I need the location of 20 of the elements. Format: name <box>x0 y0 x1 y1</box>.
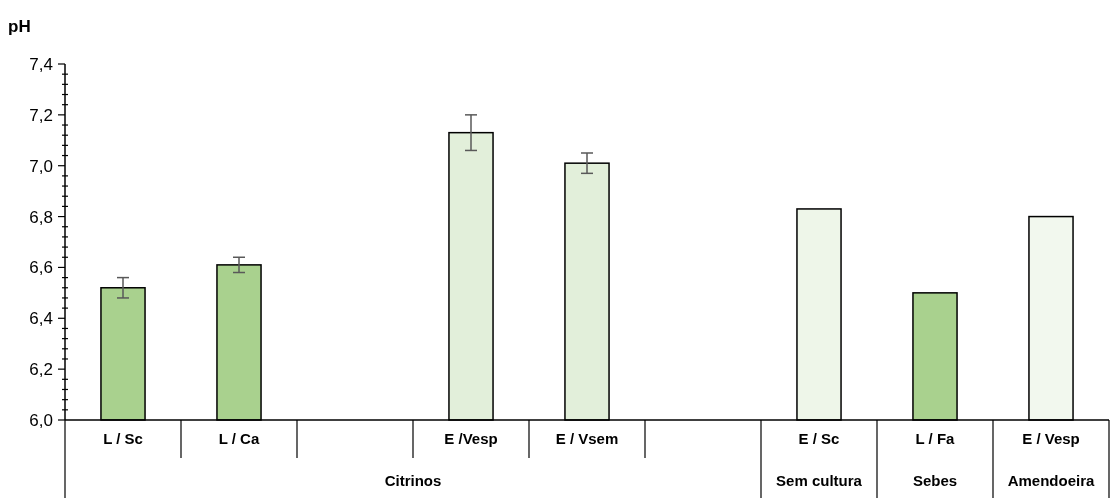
y-tick-label: 6,0 <box>29 410 53 430</box>
x-tick-label: L / Sc <box>103 430 143 447</box>
y-tick-label: 7,4 <box>29 54 53 74</box>
y-tick-label: 7,0 <box>29 156 53 176</box>
text: Sebes <box>912 472 958 489</box>
y-axis-title: pH <box>8 17 31 36</box>
x-tick-label: E / Sc <box>798 430 840 447</box>
y-tick-label: 6,2 <box>29 360 53 380</box>
text: Amendoeira <box>1007 472 1095 489</box>
x-tick-label: E /Vesp <box>444 430 498 447</box>
text: Sem cultura <box>776 472 863 489</box>
y-tick-label: 6,4 <box>29 309 53 329</box>
x-tick-label: L / Fa <box>915 430 956 447</box>
text: Citrinos <box>384 472 442 489</box>
y-tick-label: 6,6 <box>29 258 53 278</box>
x-tick-label: E / Vesp <box>1022 430 1080 447</box>
x-tick-label: E / Vsem <box>555 430 619 447</box>
x-tick-label: L / Ca <box>218 430 260 447</box>
y-tick-label: 7,2 <box>29 105 53 125</box>
y-tick-label: 6,8 <box>29 207 53 227</box>
